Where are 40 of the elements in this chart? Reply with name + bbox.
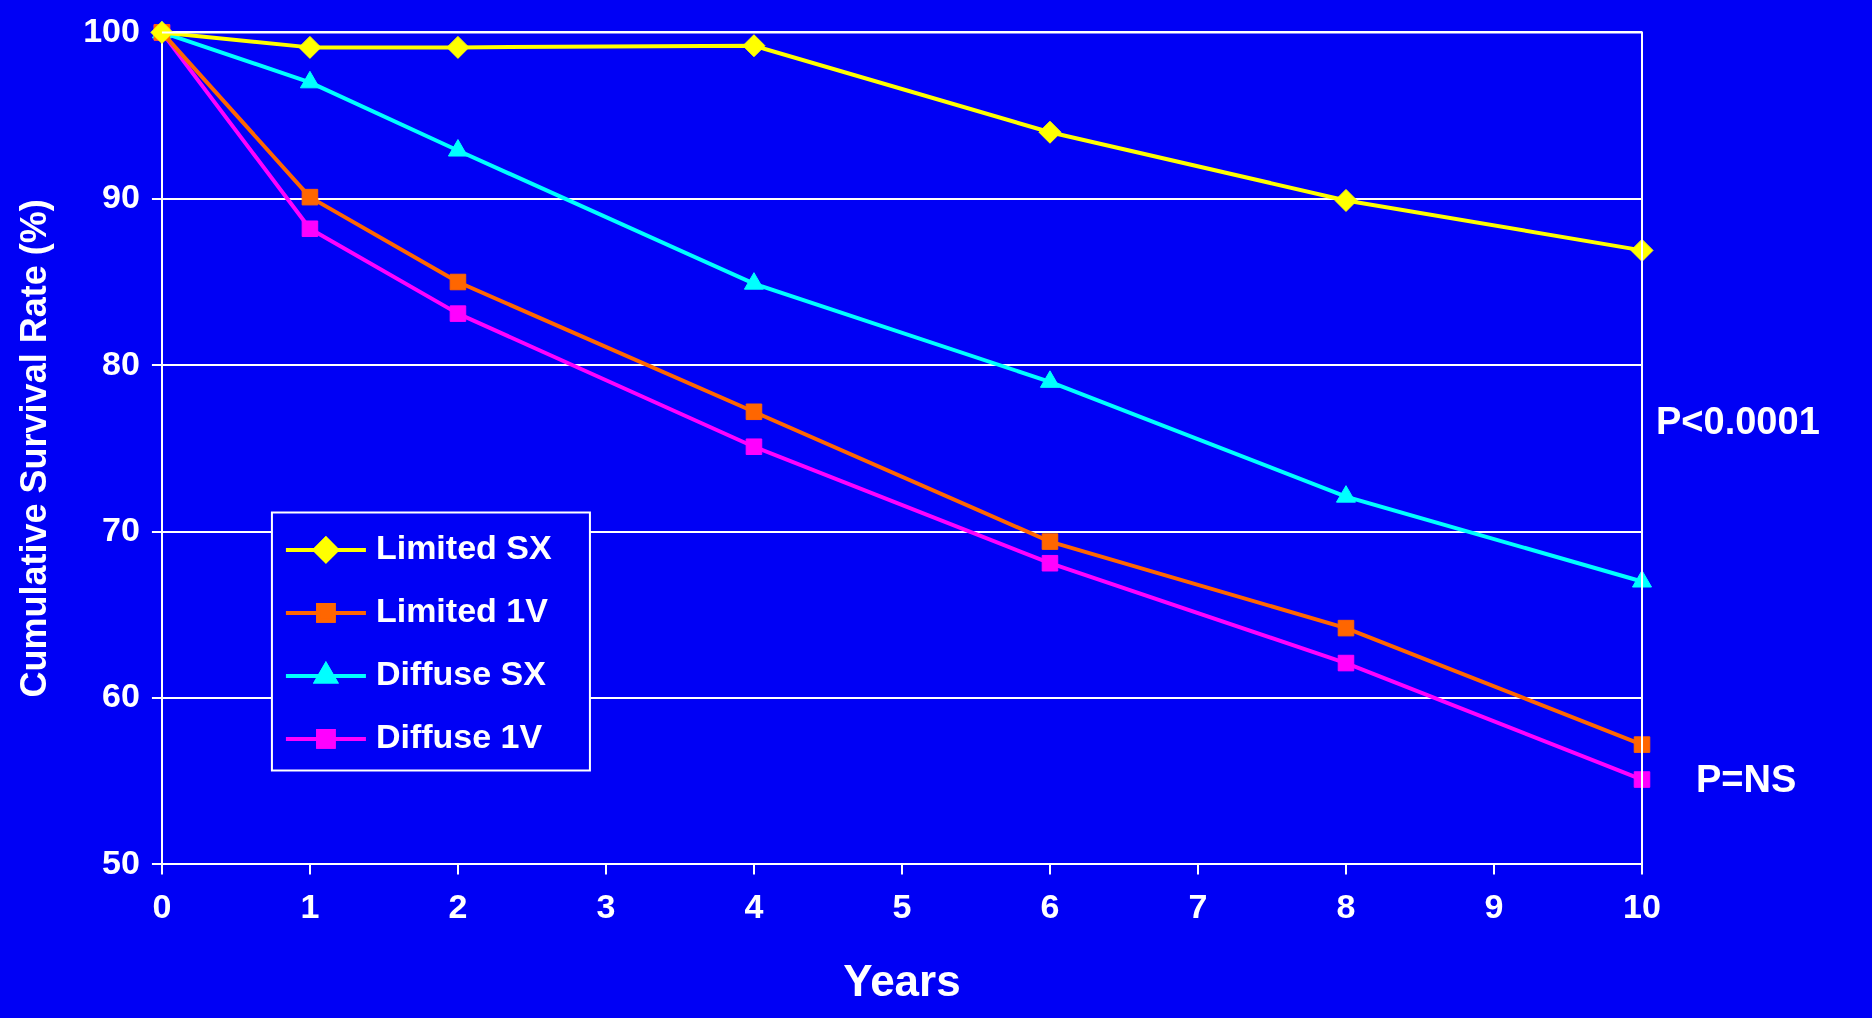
point — [449, 305, 467, 322]
text: P<0.0001 — [1656, 399, 1820, 442]
x-tick-label: 10 — [1623, 887, 1661, 926]
point — [1041, 554, 1059, 572]
x-tick-label: 5 — [892, 887, 912, 926]
point — [1337, 654, 1355, 672]
legend-label: Diffuse SX — [375, 654, 547, 693]
x-tick-label: 7 — [1188, 887, 1208, 926]
y-tick-label: 90 — [102, 177, 140, 216]
legend-label: Diffuse 1V — [375, 717, 543, 756]
x-tick-label: 4 — [744, 887, 764, 926]
point — [298, 35, 322, 59]
point — [446, 35, 470, 59]
point — [1334, 188, 1358, 212]
y-tick-label: 70 — [102, 509, 140, 548]
point — [745, 403, 763, 421]
legend-label: Limited SX — [375, 528, 552, 567]
point — [301, 220, 319, 238]
point — [745, 438, 763, 456]
x-tick-label: 9 — [1484, 887, 1504, 926]
point — [449, 273, 467, 291]
x-tick-label: 2 — [448, 887, 468, 926]
x-tick-label: 0 — [152, 887, 172, 926]
point — [301, 188, 319, 206]
point — [1337, 619, 1355, 637]
y-tick-label: 100 — [83, 10, 140, 49]
point — [742, 34, 766, 58]
x-tick-label: 8 — [1336, 887, 1356, 926]
text: P=NS — [1696, 757, 1797, 800]
x-tick-label: 3 — [596, 887, 616, 926]
y-tick-label: 60 — [102, 676, 140, 715]
y-axis-title: Cumulative Survival Rate (%) — [12, 199, 54, 698]
point — [1041, 533, 1059, 550]
y-tick-label: 50 — [102, 842, 140, 881]
point — [1038, 120, 1062, 144]
y-tick-label: 80 — [102, 343, 140, 382]
x-axis-title: Years — [843, 955, 961, 1005]
legend-label: Limited 1V — [375, 591, 549, 630]
x-tick-label: 1 — [300, 887, 320, 926]
x-tick-label: 6 — [1040, 887, 1060, 926]
